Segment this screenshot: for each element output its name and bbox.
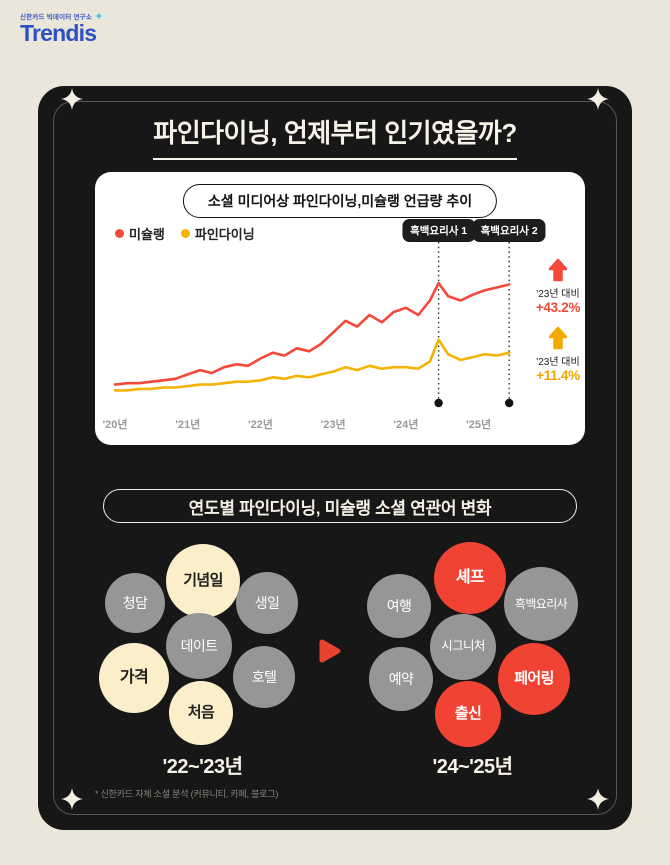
x-axis-label: '23년 xyxy=(320,419,346,431)
spark-icon xyxy=(95,12,103,20)
trend-line-chart xyxy=(113,242,514,408)
keyword-bubble: 셰프 xyxy=(434,542,506,614)
x-axis-label: '22년 xyxy=(247,419,273,431)
up-arrow-icon xyxy=(548,326,568,350)
x-axis-label: '25년 xyxy=(466,419,492,431)
legend-label: 미슐랭 xyxy=(129,227,165,242)
sparkle-icon xyxy=(61,88,83,110)
page-title: 파인다이닝, 언제부터 인기였을까? xyxy=(38,113,632,160)
source-footnote: * 신한카드 자체 소셜 분석 (커뮤니티, 카페, 블로그) xyxy=(95,789,279,799)
annotation-finedining: '23년 대비 +11.4% xyxy=(526,326,590,383)
annotation-value: +11.4% xyxy=(536,368,580,383)
annotation-value: +43.2% xyxy=(535,300,581,315)
keyword-bubble: 호텔 xyxy=(233,646,295,708)
keyword-bubble: 흑백요리사 xyxy=(504,567,578,641)
keyword-bubble: 예약 xyxy=(369,647,433,711)
annotation-label: '23년 대비 xyxy=(536,357,580,368)
brand-subtitle: 신한카드 빅데이터 연구소 xyxy=(20,11,103,21)
keyword-bubble: 처음 xyxy=(169,681,233,745)
legend-item-michelin: 미슐랭 xyxy=(115,224,165,243)
chart-title-pill: 소셜 미디어상 파인다이닝,미슐랭 언급량 추이 xyxy=(182,184,498,218)
brand-wordmark: Trendis xyxy=(20,20,97,46)
x-axis-label: '21년 xyxy=(175,419,201,431)
legend-label: 파인다이닝 xyxy=(194,227,255,242)
x-axis-label: '20년 xyxy=(102,419,128,431)
page-title-text: 파인다이닝, 언제부터 인기였을까? xyxy=(153,113,517,160)
trend-chart-card: 소셜 미디어상 파인다이닝,미슐랭 언급량 추이 미슐랭 파인다이닝 흑백요리사… xyxy=(95,172,585,445)
event-badge: 흑백요리사 1 xyxy=(402,219,476,242)
keyword-bubble: 페어링 xyxy=(498,643,570,715)
legend-dot-icon xyxy=(115,229,124,238)
keyword-bubble: 시그니처 xyxy=(430,614,496,680)
keyword-bubble: 출신 xyxy=(435,681,501,747)
keyword-bubble: 가격 xyxy=(99,643,169,713)
sparkle-icon xyxy=(61,788,83,810)
cluster-caption-left: '22~'23년 xyxy=(162,756,243,778)
keyword-bubble: 생일 xyxy=(236,572,298,634)
legend-dot-icon xyxy=(180,229,190,238)
cluster-caption-right: '24~'25년 xyxy=(432,756,513,778)
up-arrow-icon xyxy=(548,258,568,282)
keyword-bubble: 기념일 xyxy=(166,544,240,618)
poster-card: 파인다이닝, 언제부터 인기였을까? 소셜 미디어상 파인다이닝,미슐랭 언급량… xyxy=(38,86,632,830)
keyword-bubble: 여행 xyxy=(367,574,431,638)
sparkle-icon xyxy=(587,88,609,110)
brand-subtitle-text: 신한카드 빅데이터 연구소 xyxy=(20,14,92,21)
annotation-label: '23년 대비 xyxy=(536,289,580,300)
event-badge: 흑백요리사 2 xyxy=(472,219,546,242)
legend-item-finedining: 파인다이닝 xyxy=(180,224,255,243)
brand-logo: 신한카드 빅데이터 연구소 Trendis xyxy=(20,11,103,45)
annotation-michelin: '23년 대비 +43.2% xyxy=(526,258,590,315)
sparkle-icon xyxy=(587,788,609,810)
section-title-pill: 연도별 파인다이닝, 미슐랭 소셜 연관어 변화 xyxy=(103,489,577,523)
chart-legend: 미슐랭 파인다이닝 xyxy=(115,224,255,243)
keyword-bubble: 청담 xyxy=(105,573,165,633)
keyword-bubble: 데이트 xyxy=(166,613,232,679)
keyword-cluster-2022-2023: 기념일 청담 생일 데이트 가격 호텔 처음 xyxy=(95,538,310,748)
keyword-cluster-2024-2025: 셰프 여행 흑백요리사 시그니처 예약 페어링 출신 xyxy=(360,538,585,748)
x-axis-label: '24년 xyxy=(393,419,419,431)
right-arrow-icon xyxy=(317,637,343,665)
